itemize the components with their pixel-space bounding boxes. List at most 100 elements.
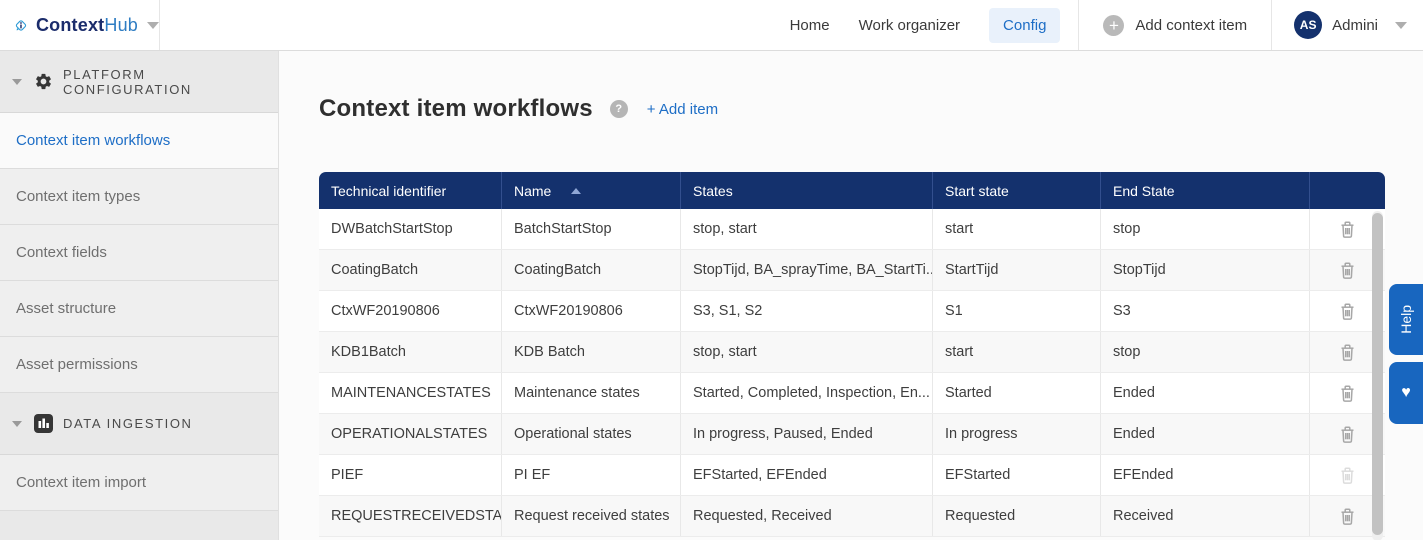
table-row[interactable]: MAINTENANCESTATES Maintenance states Sta… <box>319 373 1385 414</box>
cell-start-state: Started <box>932 373 1100 413</box>
nav-item-config[interactable]: Config <box>989 7 1061 43</box>
help-icon[interactable]: ? <box>609 100 628 118</box>
brand-logo[interactable]: ContextHub <box>0 0 160 50</box>
add-context-item-label: Add context item <box>1135 16 1248 34</box>
sidebar-item-asset-permissions[interactable]: Asset permissions <box>0 337 278 393</box>
cell-actions <box>1309 414 1385 454</box>
cell-states: Requested, Received <box>680 496 932 536</box>
cell-actions <box>1309 209 1385 249</box>
cell-end-state: Received <box>1100 496 1309 536</box>
table-row[interactable]: PIEF PI EF EFStarted, EFEnded EFStarted … <box>319 455 1385 496</box>
contexthub-logo-icon <box>15 19 27 31</box>
cell-end-state: stop <box>1100 332 1309 372</box>
sidebar-item-context-item-types[interactable]: Context item types <box>0 169 278 225</box>
cell-states: stop, start <box>680 209 932 249</box>
help-tab[interactable]: Help <box>1389 284 1423 355</box>
column-header-end-state[interactable]: End State <box>1100 172 1309 209</box>
brand-chevron-down-icon[interactable] <box>147 21 159 29</box>
favorites-tab[interactable]: ♥ <box>1389 362 1423 424</box>
add-item-button[interactable]: + Add item <box>646 100 719 118</box>
cell-states: S3, S1, S2 <box>680 291 932 331</box>
delete-row-button[interactable] <box>1339 261 1356 280</box>
cell-technical-identifier: KDB1Batch <box>331 344 406 360</box>
table-row[interactable]: REQUESTRECEIVEDSTA... Request received s… <box>319 496 1385 537</box>
cell-end-state: EFEnded <box>1100 455 1309 495</box>
cell-start-state: start <box>932 332 1100 372</box>
page-title: Context item workflows <box>319 95 593 122</box>
cell-technical-identifier: DWBatchStartStop <box>331 221 453 237</box>
section-label: PLATFORM CONFIGURATION <box>63 66 192 97</box>
sidebar-section-data-ingestion[interactable]: DATA INGESTION <box>0 393 278 455</box>
cell-states: stop, start <box>680 332 932 372</box>
nav-divider <box>1078 0 1080 50</box>
column-header-technical-identifier[interactable]: Technical identifier <box>331 182 447 199</box>
cell-name: BatchStartStop <box>501 209 680 249</box>
trash-icon <box>1341 467 1354 484</box>
bar-chart-icon <box>34 414 53 433</box>
workflows-table: Technical identifier Name States Start s… <box>319 172 1385 540</box>
table-scrollbar-track[interactable] <box>1372 211 1383 540</box>
cell-name: Request received states <box>501 496 680 536</box>
column-header-start-state[interactable]: Start state <box>932 172 1100 209</box>
nav-item-work-organizer[interactable]: Work organizer <box>858 16 961 34</box>
delete-row-button[interactable] <box>1339 425 1356 444</box>
cell-technical-identifier: OPERATIONALSTATES <box>331 426 488 442</box>
collapse-chevron-icon <box>12 78 22 85</box>
trash-icon <box>1341 262 1354 279</box>
delete-row-button[interactable] <box>1339 507 1356 526</box>
cell-name: CoatingBatch <box>501 250 680 290</box>
cell-technical-identifier: PIEF <box>331 467 364 483</box>
table-scrollbar-thumb[interactable] <box>1372 213 1383 535</box>
cell-states: EFStarted, EFEnded <box>680 455 932 495</box>
cell-end-state: StopTijd <box>1100 250 1309 290</box>
sidebar-item-context-item-workflows[interactable]: Context item workflows <box>0 113 278 169</box>
table-row[interactable]: KDB1Batch KDB Batch stop, start start st… <box>319 332 1385 373</box>
user-name: Admini <box>1332 16 1378 34</box>
cell-technical-identifier: CoatingBatch <box>331 262 419 278</box>
cell-technical-identifier: MAINTENANCESTATES <box>331 385 491 401</box>
nav-item-home[interactable]: Home <box>789 16 830 34</box>
column-header-states[interactable]: States <box>680 172 932 209</box>
user-chevron-down-icon <box>1395 21 1407 29</box>
trash-icon <box>1341 508 1354 525</box>
trash-icon <box>1341 221 1354 238</box>
delete-row-button[interactable] <box>1339 302 1356 321</box>
cell-actions <box>1309 496 1385 536</box>
table-row[interactable]: CtxWF20190806 CtxWF20190806 S3, S1, S2 S… <box>319 291 1385 332</box>
sidebar-item-context-item-import[interactable]: Context item import <box>0 455 278 511</box>
top-nav-links: Home Work organizer Config + Add context… <box>790 0 1423 50</box>
delete-row-button[interactable] <box>1339 384 1356 403</box>
cell-start-state: Requested <box>932 496 1100 536</box>
cell-actions <box>1309 373 1385 413</box>
cell-end-state: S3 <box>1100 291 1309 331</box>
sidebar-filler <box>0 511 278 540</box>
heart-icon: ♥ <box>1401 384 1411 401</box>
user-menu[interactable]: AS Admini <box>1272 0 1423 50</box>
table-row[interactable]: DWBatchStartStop BatchStartStop stop, st… <box>319 209 1385 250</box>
cell-actions <box>1309 332 1385 372</box>
sidebar-item-context-fields[interactable]: Context fields <box>0 225 278 281</box>
cell-start-state: StartTijd <box>932 250 1100 290</box>
cell-name: CtxWF20190806 <box>501 291 680 331</box>
table-row[interactable]: CoatingBatch CoatingBatch StopTijd, BA_s… <box>319 250 1385 291</box>
table-row[interactable]: OPERATIONALSTATES Operational states In … <box>319 414 1385 455</box>
cell-start-state: In progress <box>932 414 1100 454</box>
cell-actions <box>1309 291 1385 331</box>
sidebar: PLATFORM CONFIGURATION Context item work… <box>0 51 279 540</box>
cell-name: Operational states <box>501 414 680 454</box>
cell-end-state: stop <box>1100 209 1309 249</box>
delete-row-button[interactable] <box>1339 220 1356 239</box>
main-content: Context item workflows ? + Add item Tech… <box>280 51 1423 540</box>
add-context-item-button[interactable]: + Add context item <box>1079 0 1271 50</box>
plus-icon: + <box>1103 14 1125 36</box>
trash-icon <box>1341 426 1354 443</box>
sidebar-section-platform-configuration[interactable]: PLATFORM CONFIGURATION <box>0 51 278 113</box>
delete-row-button <box>1339 466 1356 485</box>
sidebar-item-asset-structure[interactable]: Asset structure <box>0 281 278 337</box>
cell-states: In progress, Paused, Ended <box>680 414 932 454</box>
delete-row-button[interactable] <box>1339 343 1356 362</box>
cell-actions <box>1309 250 1385 290</box>
trash-icon <box>1341 303 1354 320</box>
column-header-name[interactable]: Name <box>501 172 680 209</box>
section-label: DATA INGESTION <box>63 416 193 431</box>
